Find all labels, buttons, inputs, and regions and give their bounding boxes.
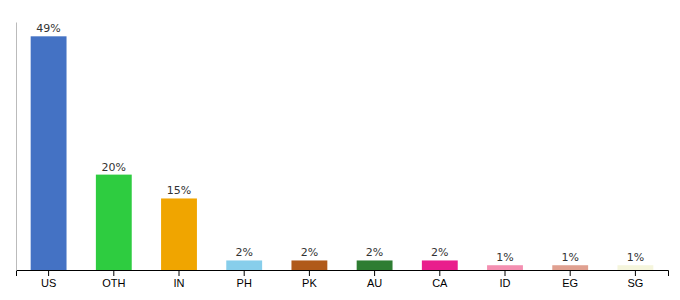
- x-tick: EG: [562, 270, 578, 289]
- data-label: 49%: [36, 22, 60, 35]
- bar: [617, 265, 653, 270]
- x-tick: OTH: [102, 270, 125, 289]
- data-label: 1%: [627, 251, 644, 264]
- chart: US OTH IN PH PK AU CA ID EG SG 49% 20% 15% 2% 2% 2% 2% 1%…: [0, 0, 680, 300]
- x-tick-mark: [179, 270, 180, 276]
- x-tick-mark: [570, 270, 571, 276]
- x-tick-mark: [439, 270, 440, 276]
- y-axis-line: [16, 23, 17, 271]
- x-tick-mark: [309, 270, 310, 276]
- x-tick-label: EG: [562, 277, 578, 289]
- x-tick: US: [41, 270, 56, 289]
- data-label: 2%: [431, 246, 448, 259]
- x-tick-label: PK: [302, 277, 317, 289]
- x-tick-mark: [48, 270, 49, 276]
- x-tick-label: PH: [237, 277, 252, 289]
- bars: [31, 36, 654, 270]
- bar: [96, 175, 132, 270]
- data-label: 1%: [496, 251, 513, 264]
- x-tick-mark: [244, 270, 245, 276]
- data-label: 2%: [301, 246, 318, 259]
- x-tick: PH: [237, 270, 252, 289]
- x-tick-mark: [113, 270, 114, 276]
- bar: [226, 260, 262, 270]
- x-tick: PK: [302, 270, 317, 289]
- bar: [422, 260, 458, 270]
- x-tick-label: ID: [500, 277, 511, 289]
- data-label: 15%: [167, 184, 191, 197]
- bar: [552, 265, 588, 270]
- x-tick: CA: [432, 270, 448, 289]
- data-label: 1%: [561, 251, 578, 264]
- bar: [161, 198, 197, 270]
- x-tick-label: OTH: [102, 277, 125, 289]
- x-tick-mark: [635, 270, 636, 276]
- data-label: 2%: [366, 246, 383, 259]
- y-axis: [16, 23, 17, 271]
- x-tick-label: AU: [367, 277, 382, 289]
- bar: [357, 260, 393, 270]
- x-tick: ID: [500, 270, 511, 289]
- x-tick-label: CA: [432, 277, 448, 289]
- bar: [31, 36, 67, 270]
- data-label: 2%: [235, 246, 252, 259]
- bar: [487, 265, 523, 270]
- x-tick-mark: [505, 270, 506, 276]
- data-labels: 49% 20% 15% 2% 2% 2% 2% 1% 1% 1%: [36, 22, 644, 264]
- data-label: 20%: [102, 161, 126, 174]
- x-tick-label: SG: [627, 277, 643, 289]
- x-tick: SG: [627, 270, 643, 289]
- x-axis-line: [17, 271, 669, 277]
- x-tick-mark: [374, 270, 375, 276]
- plot: US OTH IN PH PK AU CA ID EG SG 49% 20% 15% 2% 2% 2% 2% 1%…: [17, 22, 669, 289]
- bar: [291, 260, 327, 270]
- x-tick-label: IN: [174, 277, 185, 289]
- x-tick: AU: [367, 270, 382, 289]
- x-tick-label: US: [41, 277, 56, 289]
- x-axis: US OTH IN PH PK AU CA ID EG SG: [17, 270, 669, 289]
- x-tick: IN: [174, 270, 185, 289]
